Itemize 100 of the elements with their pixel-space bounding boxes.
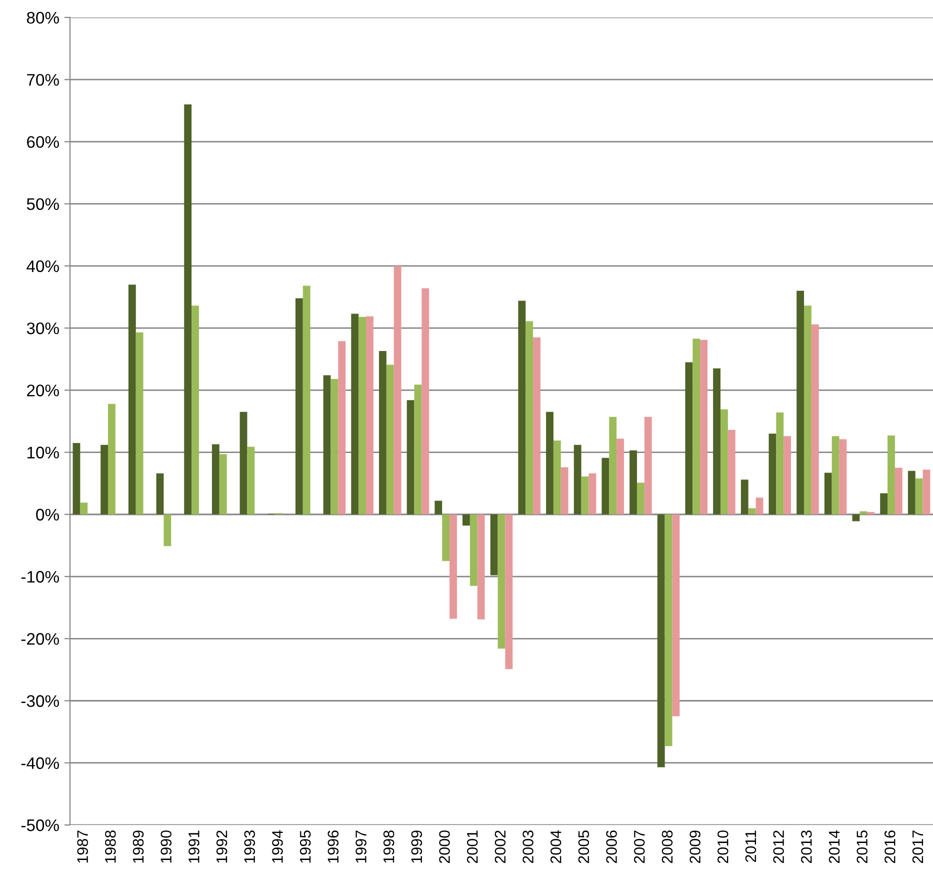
bar: [860, 511, 868, 514]
bar: [588, 473, 596, 514]
bar: [796, 290, 804, 514]
bar: [414, 384, 422, 514]
bar: [164, 514, 172, 546]
x-tick-label: 1999: [411, 830, 422, 863]
x-tick-label: 1990: [160, 830, 172, 863]
bar: [685, 362, 693, 514]
bar: [756, 498, 764, 514]
y-tick-label: -30%: [21, 695, 59, 707]
bar: [664, 514, 672, 746]
x-tick-label: 2006: [606, 830, 617, 864]
bar: [602, 458, 610, 514]
y-tick-label: 30%: [26, 322, 59, 334]
y-tick-label: 70%: [27, 74, 59, 86]
bar: [748, 508, 756, 514]
x-tick-label: 2013: [801, 830, 812, 864]
bar: [247, 446, 255, 514]
x-tick-label: 2010: [717, 830, 728, 864]
bar: [136, 332, 144, 514]
y-tick-label: 80%: [26, 12, 59, 24]
x-tick-label: 2014: [828, 830, 840, 864]
bar: [462, 514, 470, 526]
bar: [700, 340, 708, 514]
bar: [434, 500, 442, 514]
bar: [490, 514, 498, 576]
bar: [630, 450, 637, 514]
bar: [574, 444, 582, 514]
bar: [824, 472, 832, 514]
x-tick-label: 1989: [132, 830, 144, 863]
x-tick-label: 2011: [745, 830, 756, 862]
bar: [406, 400, 414, 514]
y-tick-label: 60%: [27, 136, 59, 148]
y-tick-label: 10%: [27, 446, 59, 458]
x-tick-label: 2005: [578, 830, 590, 864]
x-tick-label: 2015: [856, 830, 868, 864]
bar: [609, 416, 617, 514]
x-tick-label: 2016: [884, 830, 896, 864]
bar: [192, 306, 199, 514]
bar: [330, 378, 338, 514]
x-tick-label: 1987: [77, 830, 88, 863]
bar: [351, 314, 359, 514]
bar: [470, 514, 478, 586]
x-tick-label: 1991: [188, 830, 200, 863]
bar: [894, 468, 902, 514]
y-tick-label: 0%: [36, 508, 59, 521]
y-tick-label: 20%: [27, 384, 59, 396]
bar: [533, 337, 540, 514]
bar: [560, 467, 568, 514]
x-tick-label: 1998: [383, 830, 394, 863]
bar: [358, 316, 366, 514]
bar: [839, 439, 847, 514]
bar: [784, 436, 792, 514]
bar: [386, 364, 394, 514]
bar: [657, 514, 665, 768]
x-tick-label: 2004: [550, 830, 562, 864]
y-tick-label: -50%: [21, 819, 59, 832]
bar: [219, 454, 227, 514]
bar: [518, 300, 526, 514]
bar: [546, 412, 554, 514]
x-tick-label: 2017: [912, 830, 924, 864]
x-tick-label: 2007: [634, 830, 645, 864]
bar: [616, 438, 624, 514]
bar: [880, 493, 888, 514]
bar: [378, 351, 386, 514]
bar: [644, 416, 652, 514]
bar: [768, 434, 776, 514]
bar: [720, 409, 728, 514]
x-tick-label: 1997: [356, 830, 366, 863]
bar: [442, 514, 450, 561]
bar: [867, 512, 875, 514]
bar: [505, 514, 513, 670]
y-tick-label: -10%: [21, 570, 59, 583]
bar: [915, 478, 923, 514]
x-tick-label: 2000: [439, 830, 450, 864]
x-tick-label: 2009: [690, 830, 700, 864]
bar: [394, 266, 402, 514]
bar: [888, 436, 895, 514]
y-tick-label: -20%: [21, 633, 59, 645]
bar: [450, 514, 457, 619]
bar: [526, 321, 534, 514]
bar: [740, 480, 748, 514]
bar: [692, 338, 700, 514]
bar: [908, 470, 916, 514]
bar: [212, 444, 220, 514]
x-tick-label: 2002: [494, 830, 506, 864]
y-tick-label: -40%: [21, 757, 59, 770]
bar: [832, 436, 840, 514]
bar: [852, 514, 860, 522]
bar: [240, 412, 248, 514]
bar: [477, 514, 485, 620]
bar: [80, 502, 88, 514]
bar: [728, 430, 736, 514]
bar: [366, 316, 374, 514]
bar: [804, 306, 812, 514]
x-tick-label: 2008: [662, 830, 673, 864]
x-tick-label: 1994: [272, 830, 283, 863]
bar: [338, 341, 346, 514]
bar: [302, 286, 310, 514]
bar: [128, 284, 136, 514]
